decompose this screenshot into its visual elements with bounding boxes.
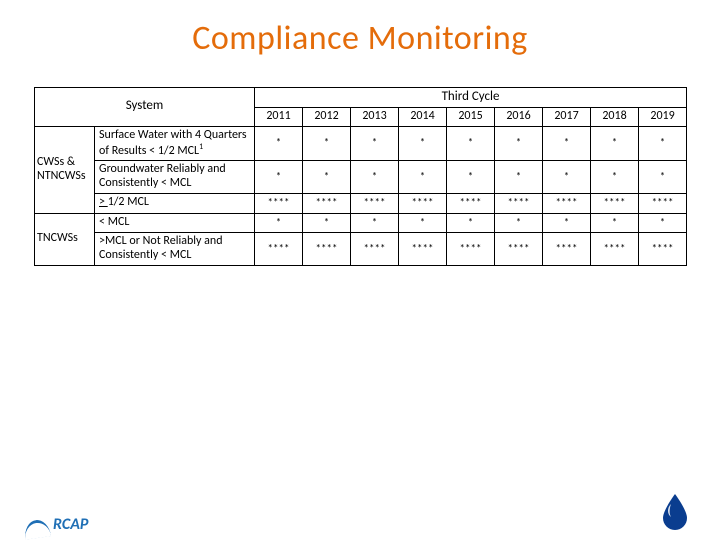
mark-cell: **** [351, 233, 399, 266]
mark-cell: * [447, 126, 495, 161]
mark-cell: * [351, 161, 399, 194]
mark-cell: **** [255, 193, 303, 213]
table-row: >MCL or Not Reliably and Consistently < … [35, 233, 687, 266]
row-label: < MCL [95, 213, 255, 233]
group-label: TNCWSs [35, 213, 95, 265]
mark-cell: **** [447, 233, 495, 266]
mark-cell: * [639, 213, 687, 233]
mark-cell: * [399, 126, 447, 161]
year-header: 2013 [351, 107, 399, 126]
mark-cell: * [543, 126, 591, 161]
mark-cell: * [303, 161, 351, 194]
mark-cell: * [303, 126, 351, 161]
group-label: CWSs & NTNCWSs [35, 126, 95, 213]
mark-cell: * [591, 161, 639, 194]
mark-cell: * [255, 161, 303, 194]
year-header: 2014 [399, 107, 447, 126]
row-label: Surface Water with 4 Quarters of Results… [95, 126, 255, 161]
mark-cell: **** [303, 193, 351, 213]
year-header: 2019 [639, 107, 687, 126]
compliance-table-wrap: System Third Cycle 2011 2012 2013 2014 2… [34, 87, 686, 266]
year-header: 2011 [255, 107, 303, 126]
table-row: CWSs & NTNCWSs Surface Water with 4 Quar… [35, 126, 687, 161]
year-header: 2012 [303, 107, 351, 126]
mark-cell: **** [255, 233, 303, 266]
mark-cell: * [447, 213, 495, 233]
row-label: >MCL or Not Reliably and Consistently < … [95, 233, 255, 266]
mark-cell: **** [543, 233, 591, 266]
mark-cell: * [591, 213, 639, 233]
mark-cell: * [255, 126, 303, 161]
mark-cell: * [495, 126, 543, 161]
mark-cell: **** [351, 193, 399, 213]
mark-cell: * [495, 161, 543, 194]
table-row: TNCWSs < MCL * * * * * * * * * [35, 213, 687, 233]
mark-cell: * [639, 161, 687, 194]
mark-cell: * [351, 213, 399, 233]
year-header: 2018 [591, 107, 639, 126]
mark-cell: **** [399, 233, 447, 266]
mark-cell: **** [399, 193, 447, 213]
mark-cell: **** [495, 233, 543, 266]
mark-cell: **** [591, 193, 639, 213]
droplet-logo [654, 490, 696, 532]
mark-cell: **** [303, 233, 351, 266]
mark-cell: * [399, 213, 447, 233]
year-header: 2016 [495, 107, 543, 126]
page-title: Compliance Monitoring [0, 18, 720, 59]
mark-cell: * [591, 126, 639, 161]
table-row: Groundwater Reliably and Consistently < … [35, 161, 687, 194]
year-header: 2015 [447, 107, 495, 126]
mark-cell: **** [639, 193, 687, 213]
mark-cell: **** [543, 193, 591, 213]
mark-cell: **** [639, 233, 687, 266]
footer-bar: RCAP [0, 482, 720, 540]
header-system: System [35, 88, 255, 127]
row-label: Groundwater Reliably and Consistently < … [95, 161, 255, 194]
rcap-logo: RCAP [24, 515, 88, 534]
year-header: 2017 [543, 107, 591, 126]
row-label: > 1/2 MCL [95, 193, 255, 213]
mark-cell: * [303, 213, 351, 233]
mark-cell: **** [447, 193, 495, 213]
mark-cell: * [639, 126, 687, 161]
mark-cell: * [447, 161, 495, 194]
header-cycle: Third Cycle [255, 88, 687, 108]
table-row: > 1/2 MCL **** **** **** **** **** **** … [35, 193, 687, 213]
mark-cell: * [543, 213, 591, 233]
mark-cell: **** [591, 233, 639, 266]
mark-cell: **** [495, 193, 543, 213]
mark-cell: * [495, 213, 543, 233]
mark-cell: * [399, 161, 447, 194]
mark-cell: * [543, 161, 591, 194]
mark-cell: * [351, 126, 399, 161]
swoosh-icon [23, 518, 51, 539]
compliance-table: System Third Cycle 2011 2012 2013 2014 2… [34, 87, 687, 266]
table-header-row-1: System Third Cycle [35, 88, 687, 108]
mark-cell: * [255, 213, 303, 233]
droplet-icon [654, 490, 696, 532]
rcap-logo-text: RCAP [53, 515, 88, 534]
